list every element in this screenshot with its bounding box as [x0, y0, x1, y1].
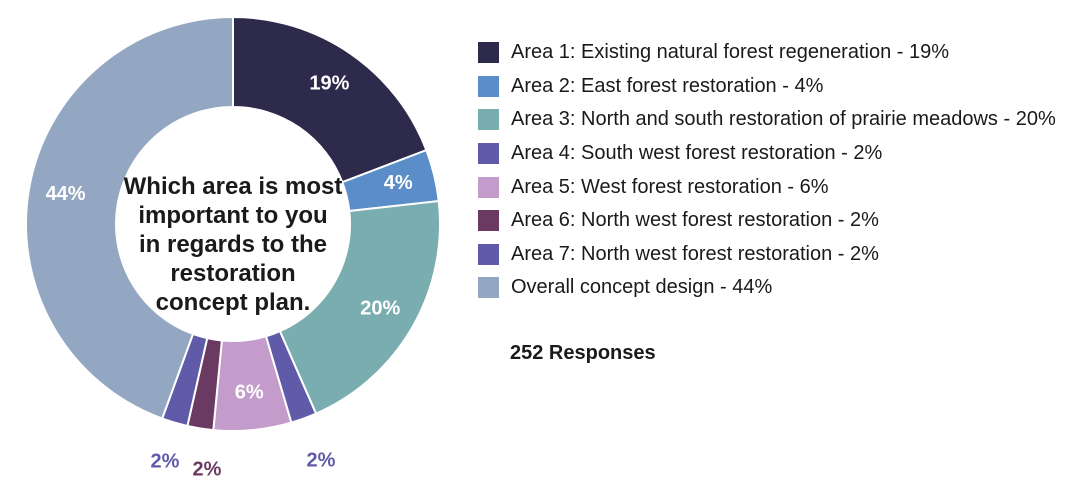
legend-label: Area 5: West forest restoration - 6% — [511, 175, 829, 198]
legend-item: Area 4: South west forest restoration - … — [478, 137, 1056, 171]
center-question-line-4: restoration — [170, 260, 296, 287]
legend-swatch — [478, 210, 499, 232]
legend-swatch — [478, 109, 499, 131]
legend-label: Area 4: South west forest restoration - … — [511, 142, 883, 165]
center-question: Which area is most important to you in r… — [112, 172, 354, 317]
center-question-line-3: in regards to the — [138, 231, 328, 258]
pie-slice — [278, 199, 441, 415]
legend: Area 1: Existing natural forest regenera… — [478, 36, 1056, 305]
slice-label: 6% — [235, 382, 264, 404]
legend-item: Area 3: North and south restoration of p… — [478, 103, 1056, 137]
pie-slice — [25, 15, 234, 420]
legend-label: Area 6: North west forest restoration - … — [511, 209, 879, 232]
center-question-line-2: important to you — [138, 202, 328, 229]
slice-label: 2% — [307, 449, 336, 471]
legend-swatch — [478, 277, 499, 299]
legend-swatch — [478, 176, 499, 198]
legend-swatch — [478, 75, 499, 97]
slice-label: 2% — [193, 458, 222, 480]
center-question-line-1: Which area is most — [123, 173, 343, 200]
legend-item: Area 7: North west forest restoration - … — [478, 238, 1056, 272]
slice-label: 20% — [360, 297, 400, 319]
legend-label: Area 2: East forest restoration - 4% — [511, 74, 824, 97]
legend-swatch — [478, 243, 499, 265]
slice-label: 4% — [384, 172, 413, 194]
legend-swatch — [478, 143, 499, 165]
legend-item: Area 1: Existing natural forest regenera… — [478, 36, 1056, 70]
slice-label: 44% — [46, 183, 86, 205]
legend-item: Area 6: North west forest restoration - … — [478, 204, 1056, 238]
legend-label: Area 3: North and south restoration of p… — [511, 108, 1056, 131]
slice-label: 19% — [309, 72, 349, 94]
legend-label: Area 1: Existing natural forest regenera… — [511, 41, 950, 64]
legend-label: Overall concept design - 44% — [511, 276, 773, 299]
legend-label: Area 7: North west forest restoration - … — [511, 242, 879, 265]
legend-swatch — [478, 42, 499, 64]
legend-item: Area 2: East forest restoration - 4% — [478, 70, 1056, 104]
center-question-line-5: concept plan. — [155, 289, 311, 316]
legend-item: Area 5: West forest restoration - 6% — [478, 170, 1056, 204]
pie-slice — [232, 15, 428, 184]
slice-label: 2% — [151, 450, 180, 472]
responses-count: 252 Responses — [510, 342, 656, 364]
donut-chart: 19% 4% 20% 2% 6% 2% 2% 44% — [25, 15, 441, 480]
legend-item: Overall concept design - 44% — [478, 271, 1056, 305]
